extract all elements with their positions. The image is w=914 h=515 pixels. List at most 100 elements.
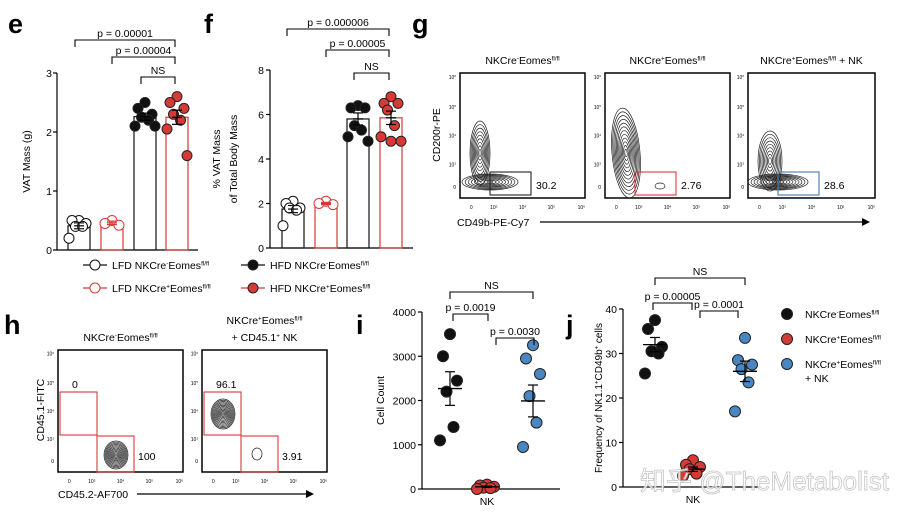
superscript: +: [326, 283, 330, 290]
y-tick-label: 106: [449, 74, 457, 81]
data-point: [139, 97, 151, 108]
superscript: 6: [325, 478, 327, 482]
y-tick-label: 0: [410, 484, 416, 496]
y-tick-label: 30: [605, 349, 617, 361]
data-point: [742, 376, 755, 389]
text-segment: LFD NKCre: [112, 260, 166, 272]
superscript: +: [792, 55, 796, 62]
flow-plot: [747, 72, 876, 199]
x-tick-label: 104: [117, 478, 125, 485]
text-segment: NKCre: [485, 55, 517, 67]
data-point: [649, 314, 661, 327]
flow-plot-title: NKCre+Eomesfl/fl: [227, 315, 303, 327]
contour-line: [104, 441, 128, 469]
y-tick-label: 40: [605, 304, 617, 316]
superscript: 4: [52, 408, 54, 412]
x-tick-label: 0: [212, 479, 215, 485]
significance-bracket: [286, 28, 390, 36]
gate-lower: [96, 435, 135, 473]
superscript: +: [166, 283, 170, 290]
data-point: [356, 124, 367, 136]
y-tick-label: 0: [611, 482, 617, 494]
text-segment: NKCre: [805, 334, 837, 346]
y-tick-label: 6: [258, 110, 264, 122]
data-point: [178, 102, 190, 114]
superscript: fl/fl: [873, 359, 881, 366]
contour-line: [620, 137, 632, 169]
text-segment: Eomes: [840, 334, 873, 346]
superscript: fl/fl: [294, 315, 302, 322]
y-tick-label: 103: [449, 162, 457, 169]
data-point: [527, 339, 539, 352]
contour-line: [654, 182, 666, 190]
text-segment: 10: [808, 205, 814, 211]
data-point: [277, 220, 289, 232]
significance-bracket: [652, 302, 693, 310]
text-segment: 10: [449, 162, 455, 168]
contour-line: [612, 111, 640, 195]
x-tick-label: 103: [232, 478, 240, 485]
data-point: [517, 440, 529, 453]
superscript: 6: [454, 74, 456, 78]
significance-bracket: [449, 291, 534, 299]
text-segment: HFD NKCre: [270, 283, 326, 295]
significance-bracket: [452, 313, 489, 321]
x-tick-label: 104: [261, 478, 269, 485]
text-segment: cells: [594, 323, 605, 346]
superscript: -: [115, 332, 117, 339]
y-tick-label: 8: [258, 65, 264, 77]
text-segment: Eomes: [665, 55, 698, 67]
gate: [489, 171, 532, 196]
data-point: [451, 374, 463, 387]
significance-bracket: [495, 337, 535, 345]
flow-plot: [57, 349, 184, 473]
text-segment: 10: [47, 437, 53, 443]
contour-line: [215, 404, 231, 424]
data-point: [395, 135, 407, 147]
contour-line: [105, 442, 127, 468]
flow-plot-title: NKCre-Eomesfl/fl: [485, 55, 559, 67]
contour-line: [251, 447, 263, 461]
superscript: fl/fl: [697, 55, 705, 62]
x-tick-label: 103: [490, 204, 498, 211]
text-segment: 10: [635, 205, 641, 211]
text-segment: 0: [195, 459, 198, 465]
contour-line: [220, 411, 226, 417]
x-axis-label: NK: [686, 494, 701, 506]
plot-frame: [747, 72, 876, 199]
superscript: 4: [524, 204, 526, 208]
flow-plot-title-line2: + CD45.1+ NK: [232, 332, 298, 344]
y-tick-label: 104: [191, 408, 199, 415]
text-segment: 0: [615, 205, 618, 211]
data-point: [389, 120, 400, 132]
y-tick-label: 2: [258, 199, 264, 211]
data-point: [362, 135, 374, 147]
contour-line: [765, 150, 775, 172]
y-tick-label: 10: [605, 438, 617, 450]
superscript: 3: [784, 204, 786, 208]
superscript: 6: [196, 351, 198, 355]
data-point: [164, 97, 176, 108]
text-segment: + NK: [836, 55, 863, 67]
watermark: 知乎 @TheMetabolist: [640, 466, 890, 496]
superscript: 5: [698, 204, 700, 208]
contour-line: [109, 447, 123, 463]
y-tick-label: 104: [47, 408, 55, 415]
contour-line: [758, 133, 782, 189]
x-tick-label: 104: [808, 204, 816, 211]
superscript: -: [837, 309, 839, 316]
superscript: +: [661, 55, 665, 62]
data-point: [746, 358, 758, 371]
contour-line: [213, 402, 233, 426]
superscript: fl/fl: [361, 260, 369, 267]
contour-line: [113, 452, 119, 458]
superscript: 5: [599, 104, 601, 108]
p-value-label: NS: [151, 65, 166, 77]
data-point: [642, 323, 654, 336]
significance-bracket: [111, 56, 176, 64]
text-segment: 10: [176, 479, 182, 485]
contour-line: [470, 124, 490, 182]
data-point: [171, 91, 183, 103]
superscript: -: [166, 260, 168, 267]
y-tick-label: 105: [191, 380, 199, 387]
